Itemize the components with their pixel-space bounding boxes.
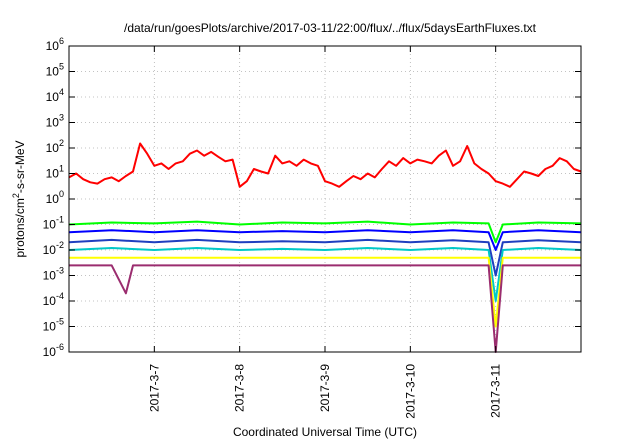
y-axis-ticks: 10-610-510-410-310-210-11001011021031041…: [43, 36, 581, 359]
y-tick-label: 106: [46, 36, 64, 53]
series-line-4: [68, 247, 582, 302]
x-axis-label: Coordinated Universal Time (UTC): [233, 425, 417, 439]
y-tick-label-exp: 1: [59, 164, 64, 174]
series-line-3: [68, 238, 582, 277]
y-tick-label-base: 10: [43, 320, 57, 334]
y-tick-label-exp: -4: [56, 291, 64, 301]
y-axis-label-rest: -s-sr-MeV: [13, 140, 27, 193]
x-tick-label: 2017-3-9: [318, 364, 332, 412]
y-tick-label-base: 10: [46, 39, 60, 53]
series-line-5: [69, 256, 581, 328]
y-tick-label-base: 10: [46, 65, 60, 79]
y-tick-label-base: 10: [43, 243, 57, 257]
chart-title: /data/run/goesPlots/archive/2017-03-11/2…: [124, 21, 537, 35]
x-tick-label: 2017-3-11: [489, 364, 503, 418]
series-layer: [68, 142, 582, 353]
y-tick-label-exp: -5: [56, 317, 64, 327]
y-tick-label-base: 10: [46, 90, 60, 104]
y-tick-label-base: 10: [43, 218, 57, 232]
y-tick-label: 10-6: [43, 342, 64, 359]
x-tick-label: 2017-3-8: [233, 364, 247, 412]
y-tick-label: 104: [46, 87, 64, 104]
y-axis-label-sup: 2: [11, 193, 21, 198]
y-tick-label: 105: [46, 62, 64, 79]
y-axis-label: protons/cm2-s-sr-MeV: [11, 140, 27, 257]
series-line-2: [68, 229, 582, 251]
x-tick-label: 2017-3-7: [147, 364, 161, 412]
y-tick-label-base: 10: [46, 141, 60, 155]
y-tick-label: 10-5: [43, 317, 64, 334]
y-tick-label-base: 10: [43, 294, 57, 308]
y-tick-label-exp: 2: [59, 138, 64, 148]
y-tick-label: 10-1: [43, 215, 64, 232]
series-line-0: [68, 142, 582, 188]
y-tick-label-exp: 0: [59, 189, 64, 199]
y-tick-label: 10-2: [43, 240, 64, 257]
series-line-1: [68, 220, 582, 244]
y-tick-label-base: 10: [46, 167, 60, 181]
y-tick-label-base: 10: [46, 116, 60, 130]
y-tick-label-exp: -3: [56, 266, 64, 276]
y-tick-label-exp: 3: [59, 113, 64, 123]
y-tick-label: 10-3: [43, 266, 64, 283]
y-tick-label-exp: -6: [56, 342, 64, 352]
y-tick-label-exp: -2: [56, 240, 64, 250]
y-tick-label-exp: 4: [59, 87, 64, 97]
x-axis-ticks: 2017-3-7 2017-3-8 2017-3-9 2017-3-10 2017-3-…: [147, 46, 503, 419]
y-tick-label: 101: [46, 164, 64, 181]
y-tick-label: 100: [46, 189, 64, 206]
y-tick-label: 103: [46, 113, 64, 130]
x-tick-label: 2017-3-10: [403, 364, 417, 419]
y-tick-label-exp: 5: [59, 62, 64, 72]
y-tick-label-exp: -1: [56, 215, 64, 225]
grid: [69, 45, 581, 353]
y-tick-label: 10-4: [43, 291, 64, 308]
y-axis-label-main: protons/cm: [13, 198, 27, 257]
y-tick-label-base: 10: [43, 345, 57, 359]
y-tick-label-base: 10: [43, 269, 57, 283]
y-tick-label: 102: [46, 138, 64, 155]
y-tick-label-exp: 6: [59, 36, 64, 46]
y-tick-label-base: 10: [46, 192, 60, 206]
series-line-6: [69, 264, 581, 353]
